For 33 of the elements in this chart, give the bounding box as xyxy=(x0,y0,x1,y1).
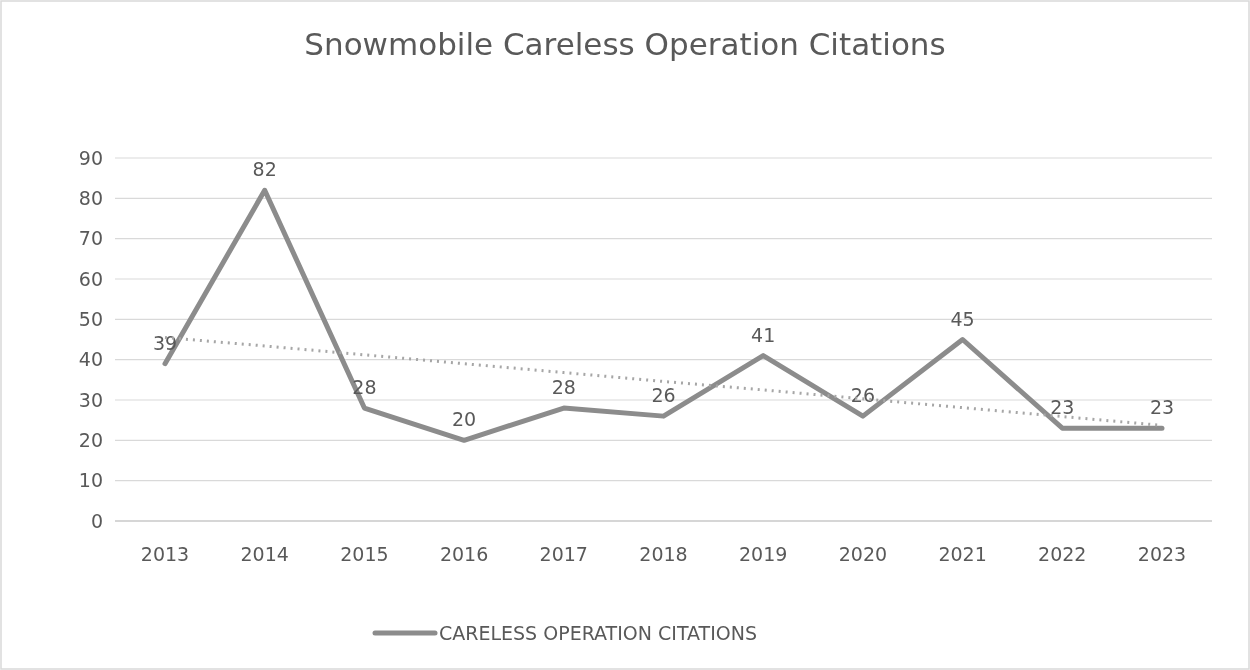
y-tick-label: 80 xyxy=(78,186,103,209)
x-tick-label: 2023 xyxy=(1137,543,1187,565)
data-label: 20 xyxy=(452,408,477,431)
data-label: 41 xyxy=(751,323,776,346)
x-tick-label: 2013 xyxy=(140,543,190,565)
y-tick-label: 0 xyxy=(90,509,103,532)
y-tick-label: 30 xyxy=(78,388,103,411)
y-tick-label: 90 xyxy=(78,146,103,169)
data-label: 26 xyxy=(850,384,875,407)
data-label: 39 xyxy=(152,331,178,354)
data-label: 45 xyxy=(950,307,975,330)
data-label: 26 xyxy=(651,384,676,407)
x-tick-label: 2022 xyxy=(1038,543,1087,565)
y-tick-label: 20 xyxy=(78,428,103,451)
y-tick-label: 10 xyxy=(78,469,103,492)
data-label: 82 xyxy=(252,158,277,181)
x-tick-label: 2015 xyxy=(340,543,389,565)
y-tick-label: 50 xyxy=(78,307,103,330)
y-tick-label: 60 xyxy=(78,267,103,290)
legend-label: CARELESS OPERATION CITATIONS xyxy=(439,621,757,644)
chart-title: Snowmobile Careless Operation Citations xyxy=(304,26,946,62)
x-tick-label: 2020 xyxy=(838,543,888,565)
data-label: 28 xyxy=(551,376,576,399)
y-tick-label: 70 xyxy=(78,227,103,250)
x-tick-label: 2019 xyxy=(739,543,788,565)
x-tick-label: 2018 xyxy=(639,543,688,565)
x-tick-label: 2016 xyxy=(439,543,489,565)
y-tick-label: 40 xyxy=(78,348,103,371)
x-tick-label: 2017 xyxy=(539,543,588,565)
x-tick-label: 2014 xyxy=(240,543,289,565)
data-label: 23 xyxy=(1149,396,1175,419)
x-tick-label: 2021 xyxy=(938,543,987,565)
data-label: 23 xyxy=(1050,396,1075,419)
